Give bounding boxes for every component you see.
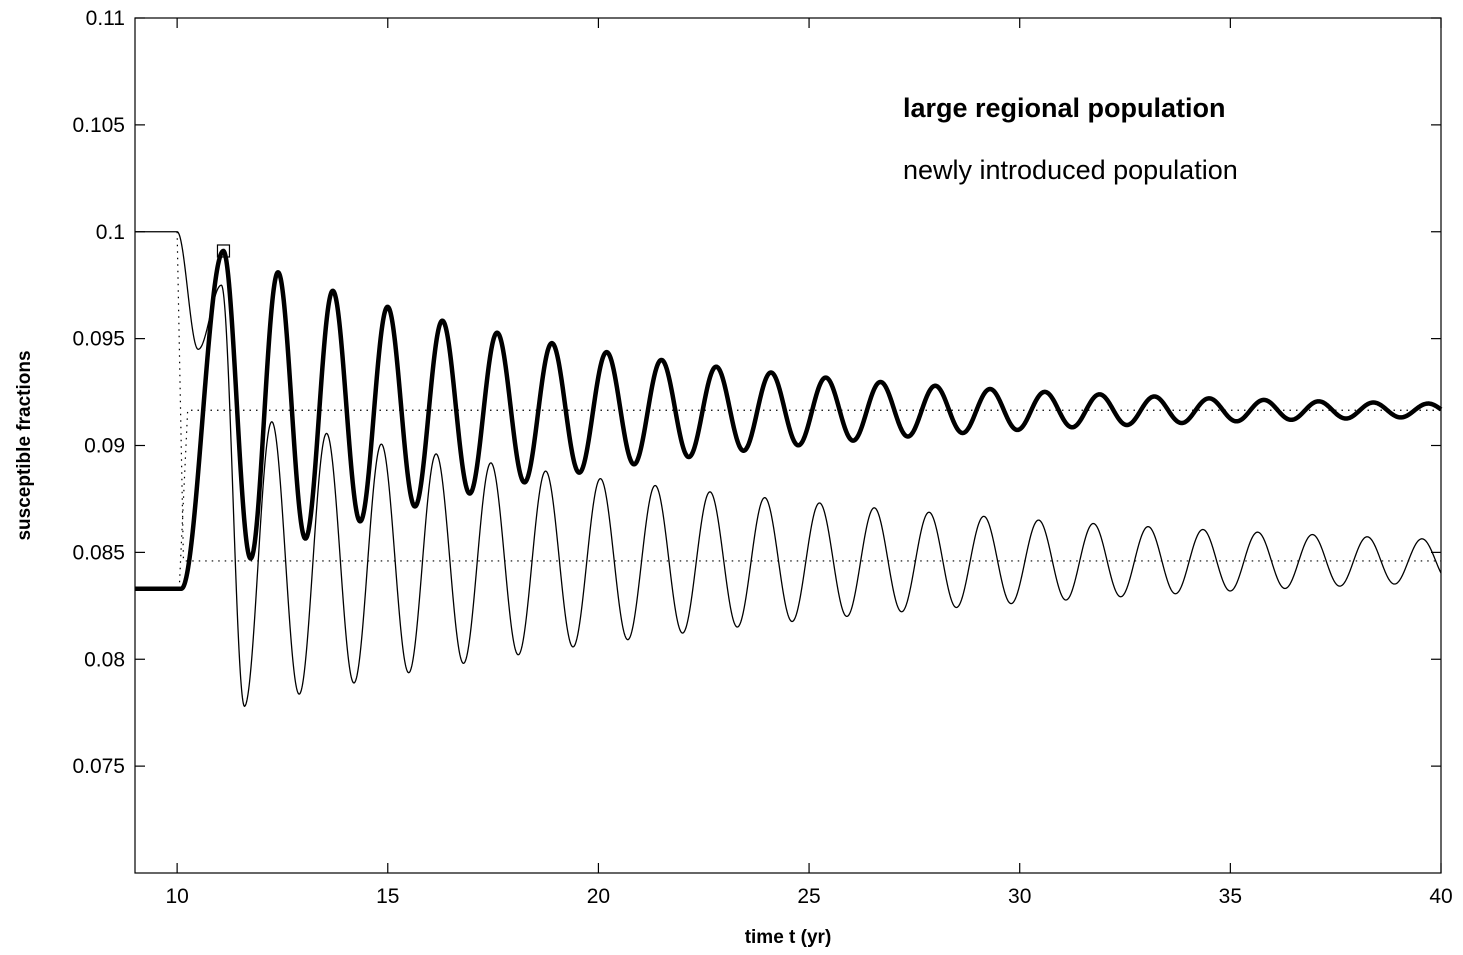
legend-entry-large-regional-population: large regional population	[903, 93, 1226, 123]
y-tick-label: 0.085	[72, 541, 125, 564]
y-tick-label: 0.075	[72, 755, 125, 778]
y-tick-label: 0.105	[72, 114, 125, 137]
series-line-large-regional-population	[135, 248, 1443, 591]
x-axis-label: time t (yr)	[745, 927, 832, 948]
x-tick-label: 25	[797, 885, 820, 908]
y-tick-label: 0.1	[96, 221, 125, 244]
x-tick-label: 10	[165, 885, 188, 908]
y-tick-label: 0.11	[86, 7, 125, 30]
x-tick-label: 30	[1008, 885, 1031, 908]
legend-entry-newly-introduced-population: newly introduced population	[903, 155, 1238, 185]
y-axis-label: susceptible fractions	[14, 350, 35, 540]
x-tick-label: 15	[376, 885, 399, 908]
peak-marker	[216, 244, 231, 258]
y-axis: 0.075 0.08 0.085 0.09 0.095 0.1 0.105 0.11	[72, 7, 1441, 778]
x-axis: 10 15 20 25 30 35 40	[165, 18, 1453, 908]
y-tick-label: 0.09	[84, 435, 125, 458]
x-tick-label: 35	[1219, 885, 1242, 908]
equilibrium-reference-line	[178, 409, 1441, 589]
y-tick-label: 0.08	[84, 648, 125, 671]
series-line-newly-introduced-population	[135, 231, 1442, 708]
plot-area	[135, 231, 1443, 708]
equilibrium-reference-line	[176, 231, 1441, 562]
x-tick-label: 20	[587, 885, 610, 908]
x-tick-label: 40	[1429, 885, 1452, 908]
y-tick-label: 0.095	[72, 328, 125, 351]
